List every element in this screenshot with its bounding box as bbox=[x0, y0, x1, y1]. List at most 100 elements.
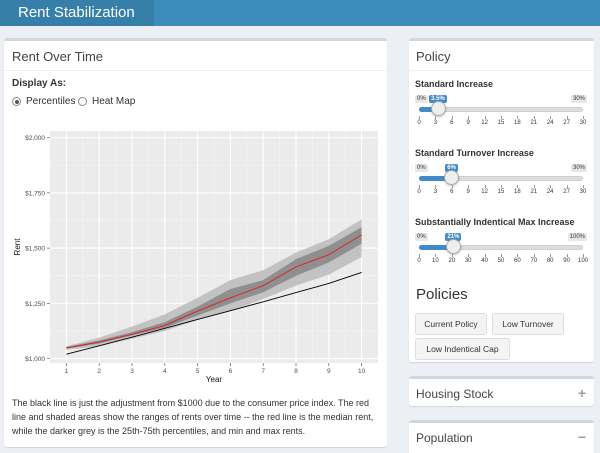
low-turnover-button[interactable]: Low Turnover bbox=[492, 313, 564, 335]
slider-tick-label: 15 bbox=[497, 120, 505, 126]
y-axis-label: Rent bbox=[13, 238, 22, 256]
rent-over-time-chart: $1,000 $1,250 $1,500 $1,750 $2,000 1 2 3 4 5 6 7 8 9 1… bbox=[13, 131, 378, 384]
slider-value: 21% bbox=[445, 233, 462, 241]
slider-tick-label: 21 bbox=[530, 189, 538, 195]
slider-tick bbox=[533, 254, 535, 257]
x-tick-label: 6 bbox=[229, 368, 233, 375]
y-tick-label: $1,500 bbox=[25, 246, 45, 253]
current-policy-button[interactable]: Current Policy bbox=[415, 313, 487, 335]
y-tick-label: $1,000 bbox=[25, 356, 45, 363]
slider-handle[interactable] bbox=[444, 170, 460, 185]
slider-tick bbox=[566, 185, 568, 188]
population-title[interactable]: Population bbox=[416, 431, 473, 445]
radio-percentiles-dot[interactable] bbox=[12, 97, 21, 106]
slider-tick-label: 100 bbox=[577, 258, 589, 264]
slider-tick-label: 50 bbox=[497, 258, 505, 264]
slider-label: Standard Turnover Increase bbox=[415, 148, 534, 158]
slider-tick bbox=[468, 116, 470, 119]
slider-ticks: 0 3 6 9 12 15 18 21 24 27 30 bbox=[417, 116, 586, 130]
slider-tick bbox=[419, 185, 420, 188]
slider-tick bbox=[566, 116, 568, 119]
standard-increase-slider[interactable]: Standard Increase 0% 30% 3.5% 0 3 6 9 12 15 18… bbox=[415, 79, 587, 135]
radio-heat-map-dot[interactable] bbox=[78, 97, 87, 106]
housing-stock-box: Housing Stock + bbox=[409, 376, 594, 406]
slider-fill bbox=[419, 107, 439, 112]
slider-tick-label: 27 bbox=[563, 189, 570, 195]
slider-tick bbox=[468, 185, 470, 188]
slider-tick-label: 0 bbox=[417, 120, 421, 126]
population-box: Population − bbox=[409, 420, 594, 453]
slider-tick bbox=[550, 254, 552, 257]
slider-tick bbox=[468, 254, 470, 257]
slider-tick-label: 27 bbox=[563, 120, 570, 126]
slider-tick bbox=[484, 254, 486, 257]
slider-tick bbox=[484, 185, 486, 188]
slider-tick bbox=[451, 185, 453, 188]
slider-tick-label: 18 bbox=[514, 120, 521, 126]
rent-over-time-box: Rent Over Time Display As: Percentiles H… bbox=[4, 38, 387, 447]
radio-percentiles[interactable]: Percentiles bbox=[12, 96, 75, 107]
slider-tick-label: 3 bbox=[433, 189, 438, 195]
slider-tick-label: 9 bbox=[466, 189, 470, 195]
x-tick-label: 2 bbox=[97, 368, 101, 375]
slider-max: 100% bbox=[567, 233, 587, 241]
slider-tick-label: 9 bbox=[466, 120, 470, 126]
slider-tick bbox=[533, 185, 535, 188]
slider-tick bbox=[435, 254, 437, 257]
median-line bbox=[66, 234, 362, 349]
slider-tick bbox=[533, 116, 535, 119]
slider-tick bbox=[583, 116, 584, 119]
slider-min: 0% bbox=[415, 164, 428, 172]
slider-tick-label: 80 bbox=[546, 258, 554, 264]
slider-tick bbox=[501, 116, 502, 119]
slider-tick-label: 18 bbox=[514, 189, 521, 195]
slider-tick bbox=[517, 254, 519, 257]
expand-plus-icon[interactable]: + bbox=[577, 385, 586, 401]
slider-tick-label: 40 bbox=[481, 258, 488, 264]
slider-tick-label: 30 bbox=[464, 258, 472, 264]
slider-tick bbox=[566, 254, 568, 257]
slider-handle[interactable] bbox=[430, 101, 446, 116]
slider-fill bbox=[419, 245, 454, 250]
slider-tick-label: 70 bbox=[530, 258, 538, 264]
y-tick-label: $1,750 bbox=[25, 190, 45, 197]
low-identical-cap-button[interactable]: Low Indentical Cap bbox=[415, 338, 510, 360]
radio-heat-map-label: Heat Map bbox=[92, 96, 136, 107]
slider-tick bbox=[517, 116, 519, 119]
housing-stock-title[interactable]: Housing Stock bbox=[416, 387, 494, 401]
slider-tick-label: 30 bbox=[579, 189, 587, 195]
slider-tick-label: 15 bbox=[497, 189, 505, 195]
slider-tick bbox=[501, 254, 502, 257]
x-tick-label: 8 bbox=[294, 368, 298, 375]
slider-min: 0% bbox=[415, 233, 428, 241]
slider-tick-label: 20 bbox=[448, 258, 456, 264]
app-title[interactable]: Rent Stabilization bbox=[0, 0, 154, 26]
standard-turnover-increase-slider[interactable]: Standard Turnover Increase 0% 30% 6% 0 3 6… bbox=[415, 148, 587, 204]
slider-tick-label: 24 bbox=[546, 189, 554, 195]
slider-tick bbox=[550, 116, 552, 119]
radio-heat-map[interactable]: Heat Map bbox=[78, 96, 135, 107]
slider-tick bbox=[435, 116, 437, 119]
slider-tick-label: 6 bbox=[450, 120, 454, 126]
slider-tick bbox=[435, 185, 437, 188]
policy-title: Policy bbox=[416, 49, 451, 64]
slider-tick bbox=[583, 185, 584, 188]
slider-label: Standard Increase bbox=[415, 79, 494, 89]
slider-ticks: 0 10 20 30 40 50 60 70 80 90 100 bbox=[417, 254, 588, 268]
substantially-identical-max-increase-slider[interactable]: Substantially Indentical Max Increase 0%… bbox=[415, 217, 588, 273]
chart-caption: The black line is just the adjustment fr… bbox=[12, 398, 374, 436]
slider-tick-label: 12 bbox=[481, 189, 488, 195]
slider-tick-label: 12 bbox=[481, 120, 488, 126]
slider-handle[interactable] bbox=[445, 239, 461, 254]
collapse-minus-icon[interactable]: − bbox=[577, 429, 586, 445]
slider-tick-label: 24 bbox=[546, 120, 554, 126]
rent-over-time-title: Rent Over Time bbox=[12, 49, 104, 64]
slider-tick-label: 60 bbox=[514, 258, 521, 264]
x-tick-label: 4 bbox=[163, 368, 167, 375]
slider-tick-label: 0 bbox=[417, 258, 421, 264]
x-tick-label: 10 bbox=[358, 368, 366, 375]
slider-tick bbox=[451, 116, 453, 119]
x-tick-label: 3 bbox=[130, 368, 134, 375]
slider-tick bbox=[419, 116, 420, 119]
slider-tick bbox=[583, 254, 584, 257]
